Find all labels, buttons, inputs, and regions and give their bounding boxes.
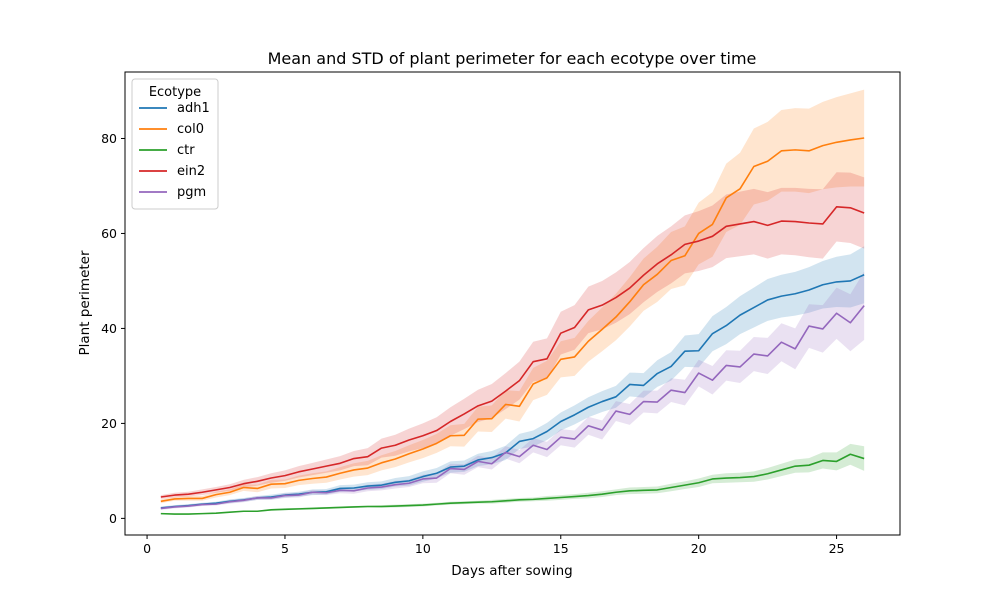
y-tick-label: 60 [101, 226, 117, 241]
legend-label-ctr: ctr [177, 143, 195, 158]
x-tick-label: 20 [691, 541, 707, 556]
legend-title: Ecotype [149, 85, 201, 100]
y-axis-label: Plant perimeter [77, 250, 93, 356]
x-tick-label: 25 [829, 541, 845, 556]
chart-title: Mean and STD of plant perimeter for each… [268, 49, 757, 68]
series-line-pgm [160, 305, 865, 510]
series-line-ein2 [160, 206, 865, 498]
y-tick-label: 80 [101, 131, 117, 146]
y-tick-label: 20 [101, 416, 117, 431]
x-tick-label: 10 [415, 541, 431, 556]
series-lines [160, 137, 865, 515]
x-tick-label: 15 [553, 541, 569, 556]
legend-label-adh1: adh1 [177, 101, 210, 116]
plot-frame [124, 71, 901, 536]
y-axis: 0 20 40 60 80 [101, 131, 125, 526]
x-axis: 0 5 10 15 20 25 [143, 535, 845, 556]
legend-label-pgm: pgm [177, 185, 206, 200]
std-band-col0 [160, 89, 865, 504]
legend-label-ein2: ein2 [177, 164, 205, 179]
std-band-adh1 [160, 246, 865, 510]
legend-items: adh1 col0 ctr ein2 pgm [139, 101, 210, 200]
x-tick-label: 5 [281, 541, 289, 556]
y-tick-label: 0 [109, 511, 117, 526]
x-axis-label: Days after sowing [451, 563, 572, 579]
plot-background [125, 72, 900, 535]
y-tick-label: 40 [101, 321, 117, 336]
legend: Ecotype adh1 col0 ctr ein2 pgm [131, 78, 219, 210]
x-tick-label: 0 [143, 541, 151, 556]
series-line-ctr [160, 453, 865, 515]
plot-area [124, 71, 901, 536]
series-line-col0 [160, 137, 865, 503]
legend-box [131, 78, 219, 210]
std-band-ein2 [160, 172, 865, 499]
legend-label-col0: col0 [177, 122, 204, 137]
